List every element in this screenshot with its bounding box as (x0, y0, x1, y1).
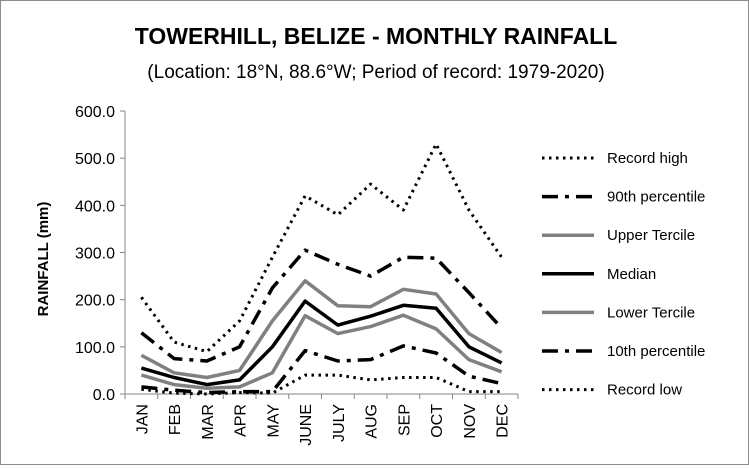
y-tick-label: 100.0 (75, 340, 115, 357)
y-tick-label: 500.0 (75, 151, 115, 168)
x-tick-label: JULY (331, 404, 348, 442)
x-tick-label: JUNE (298, 404, 315, 446)
legend: Record high 90th percentile Upper Tercile M… (542, 150, 705, 399)
x-tick-label: MAY (265, 404, 282, 438)
x-tick-label: DEC (495, 404, 512, 438)
legend-label-90th-percentile: 90th percentile (607, 189, 705, 206)
series-line-lower-tercile (140, 313, 503, 391)
legend-label-upper-tercile: Upper Tercile (607, 227, 695, 244)
series-line-record-low (141, 373, 502, 396)
y-tick-label: 400.0 (75, 198, 115, 215)
y-tick-label: 600.0 (75, 104, 115, 121)
y-axis-label: RAINFALL (mm) (35, 202, 52, 317)
series-line-upper-tercile (140, 279, 503, 380)
x-tick-label: FEB (167, 404, 184, 435)
legend-label-record-low: Record low (607, 382, 682, 399)
y-tick-label: 200.0 (75, 293, 115, 310)
chart-subtitle: (Location: 18°N, 88.6°W; Period of recor… (147, 62, 604, 83)
axes: 0.0 100.0 200.0 300.0 400.0 500.0 600.0 JAN FEB M… (75, 104, 519, 446)
legend-label-lower-tercile: Lower Tercile (607, 304, 695, 321)
series-layer (140, 142, 503, 396)
legend-label-record-high: Record high (607, 150, 688, 167)
x-tick-label: SEP (396, 404, 413, 436)
y-tick-label: 0.0 (93, 387, 115, 404)
series-line-median (140, 299, 503, 387)
x-tick-label: AUG (364, 404, 381, 439)
x-tick-label: OCT (429, 404, 446, 438)
x-tick-label: MAR (200, 404, 217, 440)
chart-title: TOWERHILL, BELIZE - MONTHLY RAINFALL (135, 23, 618, 49)
x-tick-label: JAN (134, 404, 151, 434)
x-tick-label: APR (233, 404, 250, 437)
legend-label-median: Median (607, 266, 656, 283)
legend-label-10th-percentile: 10th percentile (607, 343, 705, 360)
series-line-10th-percentile (141, 344, 502, 395)
series-line-record-high (140, 142, 503, 354)
series-line-90th-percentile (140, 248, 503, 363)
x-tick-label: NOV (462, 404, 479, 439)
y-tick-label: 300.0 (75, 246, 115, 263)
